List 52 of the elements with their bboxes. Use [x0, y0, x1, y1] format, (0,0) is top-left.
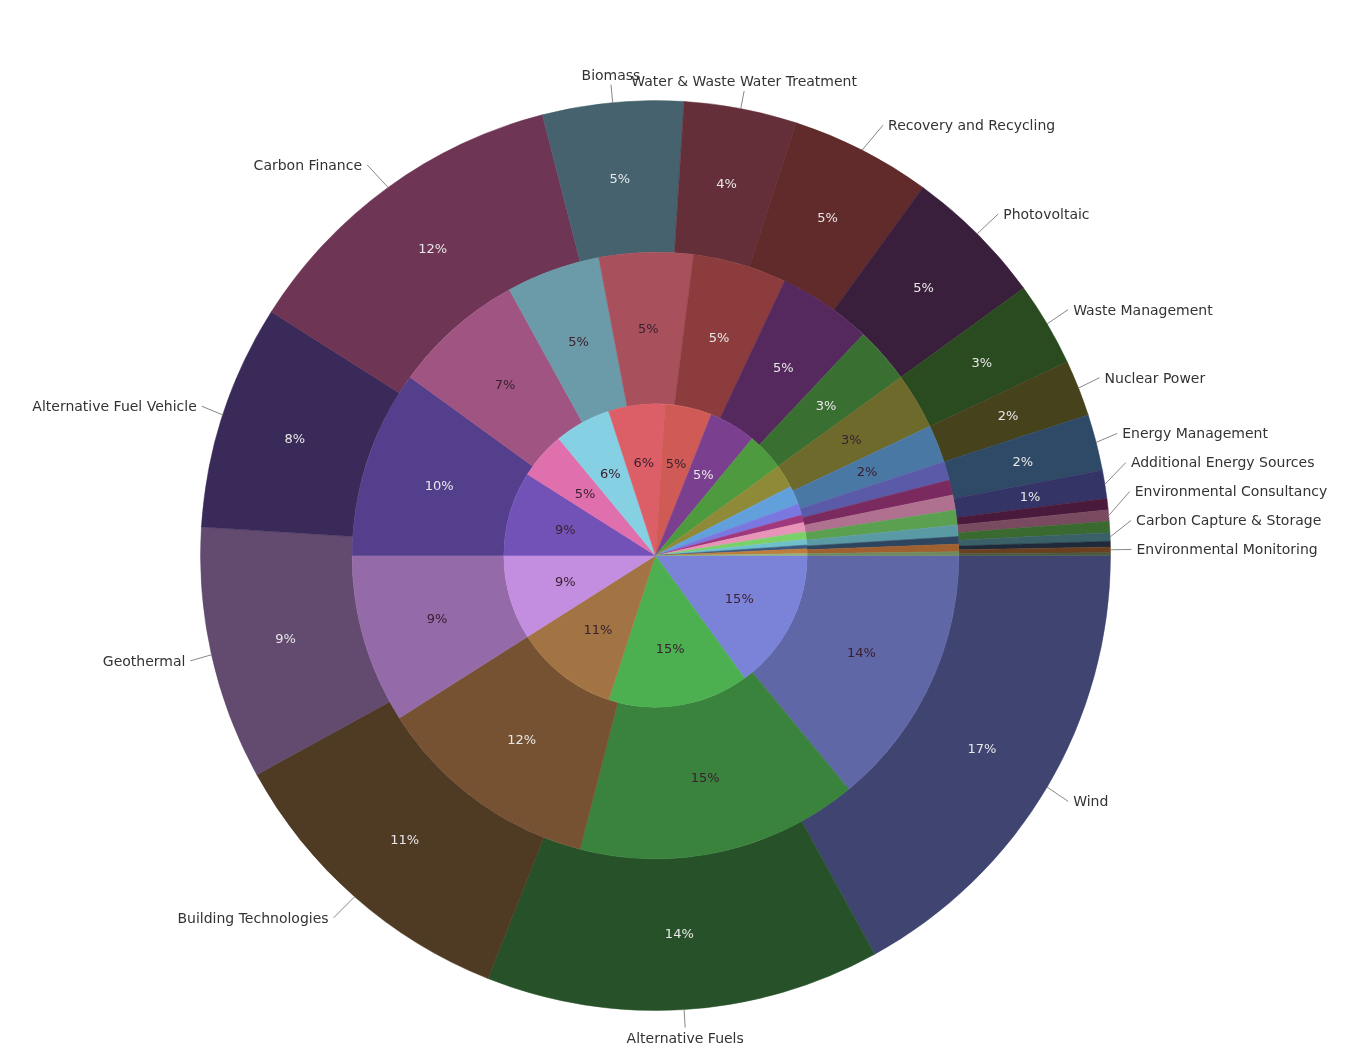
slice-label: Recovery and Recycling	[888, 117, 1056, 134]
data-label: 9%	[426, 611, 448, 627]
data-label: 7%	[494, 377, 516, 393]
data-label: 11%	[583, 622, 613, 638]
data-label: 5%	[693, 467, 714, 483]
data-label: 5%	[574, 485, 596, 501]
data-label: 5%	[568, 333, 589, 349]
data-label: 12%	[507, 732, 537, 748]
data-label: 5%	[913, 279, 934, 295]
slice-label: Waste Management	[1073, 301, 1214, 318]
data-label: 5%	[665, 456, 687, 472]
slice-label: Geothermal	[102, 652, 186, 669]
data-label: 15%	[690, 770, 720, 786]
data-label: 9%	[554, 521, 576, 537]
data-label: 5%	[773, 359, 794, 375]
data-label: 3%	[815, 397, 837, 413]
data-label: 9%	[275, 630, 296, 646]
data-label: 3%	[841, 432, 862, 448]
data-label: 5%	[708, 329, 730, 345]
data-label: 6%	[599, 465, 621, 481]
slice-label: Carbon Finance	[253, 156, 363, 173]
data-label: 1%	[1019, 488, 1041, 504]
data-label: 15%	[724, 590, 754, 606]
data-label: 11%	[390, 832, 420, 848]
data-label: 15%	[655, 640, 685, 656]
data-label: 9%	[554, 574, 576, 590]
slice-label: Nuclear Power	[1104, 369, 1206, 386]
data-label: 5%	[609, 170, 631, 186]
data-label: 6%	[633, 454, 655, 470]
data-label: 5%	[638, 320, 659, 336]
slice-label: Environmental Monitoring	[1136, 541, 1318, 558]
data-label: 3%	[971, 354, 993, 370]
slice-label: Wind	[1073, 793, 1109, 810]
data-label: 10%	[424, 477, 454, 493]
data-label: 8%	[284, 430, 306, 446]
slice-label: Alternative Fuel Vehicle	[32, 398, 197, 415]
data-label: 2%	[997, 408, 1019, 424]
slice-label: Carbon Capture & Storage	[1136, 512, 1322, 529]
slice-label: Photovoltaic	[1003, 205, 1090, 222]
data-label: 2%	[1012, 453, 1034, 469]
slice-label: Additional Energy Sources	[1130, 454, 1315, 471]
slice-label: Energy Management	[1122, 425, 1269, 442]
data-label: 2%	[856, 464, 878, 480]
slice-label: Environmental Consultancy	[1134, 483, 1328, 500]
slice-label: Building Technologies	[177, 909, 329, 926]
data-label: 4%	[716, 175, 737, 191]
data-label: 12%	[418, 241, 448, 257]
data-label: 14%	[846, 644, 876, 660]
data-label: 14%	[664, 926, 694, 942]
data-label: 5%	[817, 210, 838, 226]
data-label: 17%	[967, 741, 997, 757]
slice-label: Alternative Fuels	[626, 1029, 744, 1046]
